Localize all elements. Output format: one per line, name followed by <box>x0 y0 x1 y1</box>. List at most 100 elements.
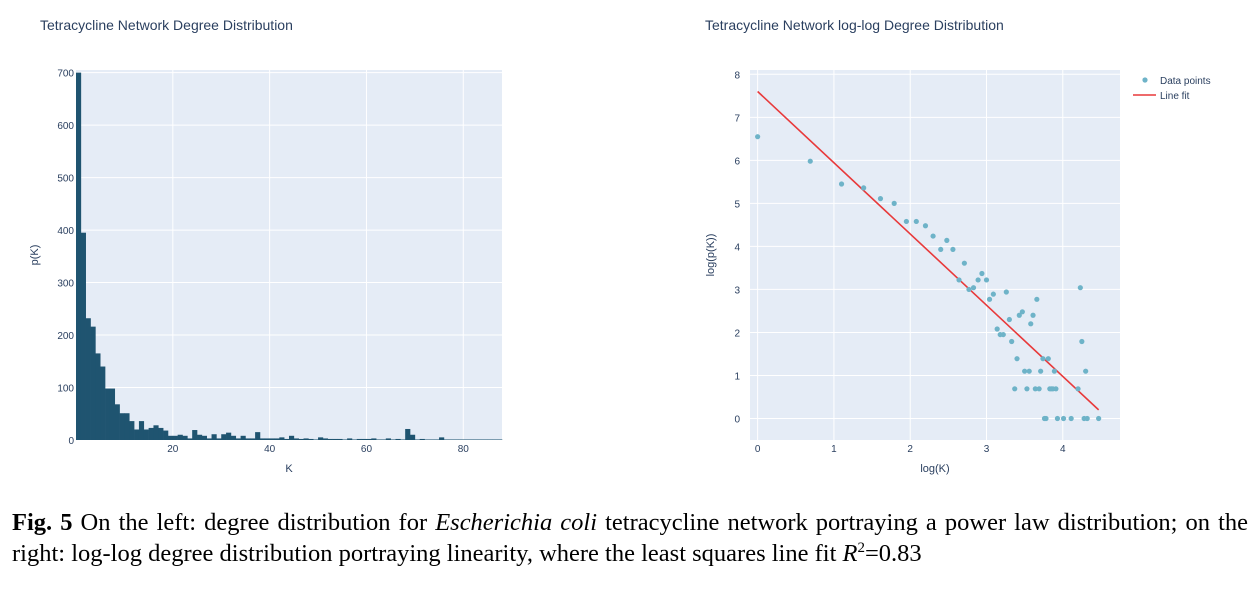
scatter-chart-svg: 0 1 2 3 4 5 6 7 8 0 1 2 3 4 log(K) log(p(K)) Data points… <box>705 70 1211 475</box>
bar <box>366 438 372 440</box>
y-tick-label: 600 <box>57 121 74 132</box>
y-tick-label: 0 <box>734 414 740 425</box>
legend-label-points: Data points <box>1160 76 1211 87</box>
data-point <box>1036 386 1042 392</box>
plot-area <box>76 70 502 440</box>
bar <box>95 353 101 440</box>
bar <box>167 435 174 440</box>
bar <box>361 438 367 440</box>
data-point <box>1030 312 1036 318</box>
data-point <box>994 326 1000 332</box>
data-point <box>922 223 929 229</box>
figure-label: Fig. 5 <box>12 509 73 536</box>
bar <box>347 438 353 440</box>
bar <box>289 435 295 440</box>
data-point <box>1006 316 1012 323</box>
y-tick-label: 8 <box>734 70 740 81</box>
bar <box>327 438 333 440</box>
data-point <box>986 296 993 302</box>
bar <box>313 439 319 440</box>
bar <box>342 439 348 440</box>
data-point <box>1051 368 1057 374</box>
y-tick-label: 0 <box>68 436 74 447</box>
bar <box>226 432 232 440</box>
data-point <box>1016 312 1022 318</box>
bar <box>308 438 314 440</box>
bar <box>477 439 483 440</box>
bar <box>419 438 425 440</box>
bar <box>211 434 217 440</box>
data-point <box>838 181 845 187</box>
bar <box>472 439 479 440</box>
data-point <box>1028 321 1034 327</box>
bar <box>279 437 285 440</box>
bar <box>284 438 290 440</box>
bar <box>187 438 193 440</box>
bar <box>216 438 222 440</box>
data-point <box>1038 368 1044 374</box>
y-axis-label: p(K) <box>29 245 41 266</box>
plot-area <box>750 70 1120 440</box>
data-point <box>1084 415 1090 422</box>
bar <box>351 439 358 440</box>
y-tick-label: 500 <box>57 174 74 185</box>
data-point <box>1077 285 1083 291</box>
data-point <box>1009 338 1015 345</box>
bar <box>158 427 164 440</box>
x-axis-label: log(K) <box>920 463 949 475</box>
data-point <box>1096 415 1102 422</box>
x-tick-label: 1 <box>831 444 837 455</box>
y-tick-label: 300 <box>57 279 74 290</box>
data-point <box>1019 309 1025 315</box>
data-point <box>983 277 990 283</box>
data-point <box>807 158 813 164</box>
bar <box>255 432 261 440</box>
data-point <box>877 196 884 202</box>
data-point <box>913 218 919 225</box>
data-point <box>961 260 967 266</box>
data-point <box>1022 368 1028 374</box>
bar <box>230 435 237 440</box>
bar <box>400 439 406 440</box>
bar <box>100 366 106 440</box>
data-point <box>1024 386 1030 392</box>
bar <box>240 435 246 440</box>
bar <box>332 438 338 440</box>
data-point <box>1068 415 1074 422</box>
bar <box>303 438 309 440</box>
bar <box>177 434 183 440</box>
data-point <box>1014 356 1020 362</box>
bar <box>405 428 411 440</box>
caption-species: Escherichia coli <box>435 509 598 536</box>
y-tick-label: 6 <box>734 156 740 167</box>
bar <box>90 326 96 440</box>
y-tick-label: 4 <box>734 242 740 253</box>
bar <box>463 439 469 440</box>
data-point <box>1045 356 1051 362</box>
bar <box>109 388 116 440</box>
bar <box>143 429 149 440</box>
r-squared-exponent: 2 <box>857 539 865 556</box>
bar <box>119 413 125 440</box>
bar <box>129 421 135 440</box>
data-point <box>1079 338 1085 345</box>
bar <box>322 438 329 440</box>
x-axis-label: K <box>285 463 293 475</box>
data-point <box>1043 415 1049 422</box>
bar <box>448 439 454 440</box>
bar <box>356 438 362 440</box>
bar <box>337 438 343 440</box>
bar <box>371 438 377 440</box>
degree-distribution-chart: Tetracycline Network Degree Distribution… <box>0 0 620 490</box>
bar <box>390 439 396 440</box>
bar <box>429 439 435 440</box>
bar <box>443 439 450 440</box>
caption-text-continued: tetracycline network portraying a power … <box>12 509 1249 567</box>
bar <box>153 425 159 440</box>
y-tick-label: 2 <box>734 328 740 339</box>
bar <box>298 438 304 440</box>
bar <box>172 435 178 440</box>
y-axis-label: log(p(K)) <box>705 234 717 277</box>
bar <box>293 438 299 440</box>
y-tick-label: 1 <box>734 371 740 382</box>
